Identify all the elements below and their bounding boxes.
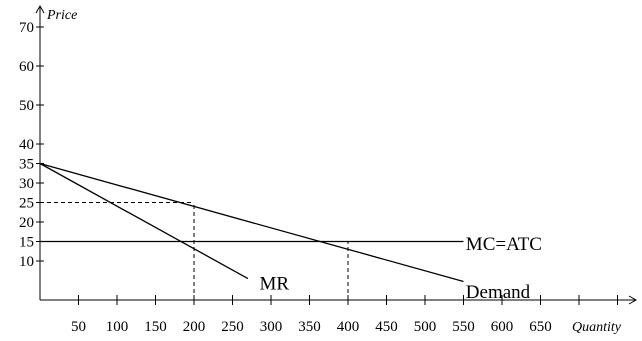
y-tick-label: 60	[19, 59, 34, 75]
y-tick-label: 40	[19, 137, 34, 153]
x-tick-label: 50	[71, 319, 86, 335]
y-tick-label: 30	[19, 176, 34, 192]
y-tick-label: 20	[19, 215, 34, 231]
axes	[35, 4, 638, 305]
curves	[39, 162, 464, 283]
guide-lines	[40, 202, 349, 300]
x-tick-label: 100	[106, 319, 129, 335]
mr-curve	[39, 162, 249, 280]
x-tick-label: 650	[529, 319, 552, 335]
x-axis-title: Quantity	[572, 320, 622, 335]
y-tick-label: 25	[19, 196, 34, 212]
x-tick-label: 350	[298, 319, 321, 335]
x-axis-arrow	[628, 295, 638, 305]
y-axis-title: Price	[46, 8, 77, 23]
x-tick-label: 200	[183, 319, 206, 335]
x-tick-label: 600	[491, 319, 514, 335]
y-axis-arrow	[35, 4, 45, 14]
x-tick-label: 150	[144, 319, 167, 335]
mc-atc-label: MC=ATC	[466, 234, 542, 255]
x-tick-label: 550	[452, 319, 475, 335]
x-tick-label: 450	[375, 319, 398, 335]
demand-label: Demand	[466, 282, 531, 303]
y-ticks: 10 15 20 25 30 35 40 50 60 70	[19, 20, 44, 270]
y-tick-label: 70	[19, 20, 34, 36]
curve-labels: Demand MR MC=ATC	[259, 234, 542, 303]
mr-label: MR	[259, 274, 289, 295]
x-tick-label: 500	[414, 319, 437, 335]
x-tick-label: 250	[221, 319, 244, 335]
demand-curve	[39, 162, 464, 283]
y-tick-label: 50	[19, 98, 34, 114]
y-tick-label: 35	[19, 157, 34, 173]
x-ticks: 50 100 150 200 250 300 350 400 450 500 550 600 650	[71, 295, 618, 335]
x-tick-label: 300	[260, 319, 283, 335]
y-tick-label: 10	[19, 254, 34, 270]
x-tick-label: 400	[337, 319, 360, 335]
y-tick-label: 15	[19, 235, 34, 251]
